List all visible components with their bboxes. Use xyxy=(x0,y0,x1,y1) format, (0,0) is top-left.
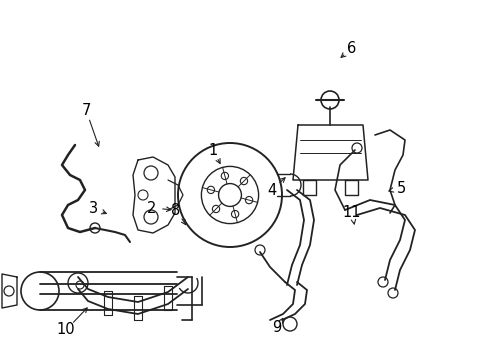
Text: 9: 9 xyxy=(272,320,281,336)
Text: 2: 2 xyxy=(147,201,156,216)
Text: 10: 10 xyxy=(57,323,75,338)
Text: 1: 1 xyxy=(208,143,217,158)
Text: 8: 8 xyxy=(171,202,180,217)
Text: 4: 4 xyxy=(267,183,276,198)
Text: 5: 5 xyxy=(396,180,405,195)
Text: 11: 11 xyxy=(342,204,361,220)
Text: 6: 6 xyxy=(346,41,356,55)
Text: 3: 3 xyxy=(88,201,98,216)
Text: 7: 7 xyxy=(81,103,90,117)
